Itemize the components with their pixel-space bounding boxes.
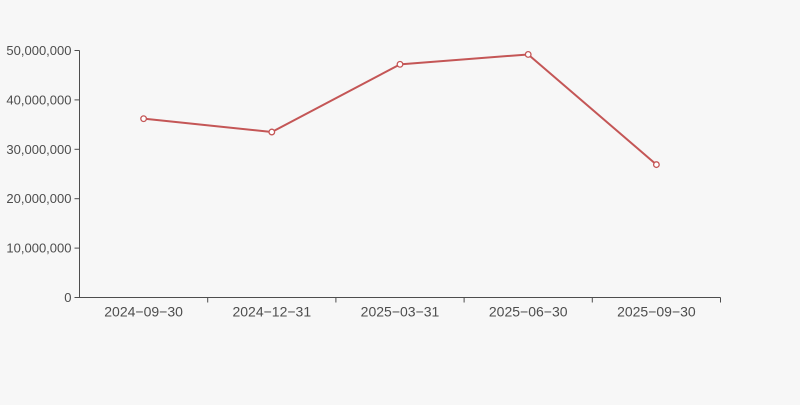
y-axis-label: 20,000,000	[6, 191, 71, 206]
y-axis-label: 0	[64, 290, 71, 305]
x-axis-label: 2024−09−30	[104, 304, 183, 320]
y-axis-label: 50,000,000	[6, 43, 71, 58]
data-point-marker	[268, 128, 276, 136]
y-axis-label: 30,000,000	[6, 142, 71, 157]
data-point-marker	[524, 51, 532, 58]
data-point-marker	[652, 161, 660, 169]
series-line	[142, 53, 658, 166]
y-axis-label: 10,000,000	[6, 241, 71, 256]
data-point-marker	[140, 115, 148, 123]
x-axis-label: 2025−09−30	[617, 304, 696, 320]
data-point-marker	[396, 60, 404, 68]
y-axis-label: 40,000,000	[6, 92, 71, 107]
x-axis-label: 2025−03−31	[361, 304, 440, 320]
x-axis-label: 2024−12−31	[232, 304, 311, 320]
x-axis-label: 2025−06−30	[489, 304, 568, 320]
